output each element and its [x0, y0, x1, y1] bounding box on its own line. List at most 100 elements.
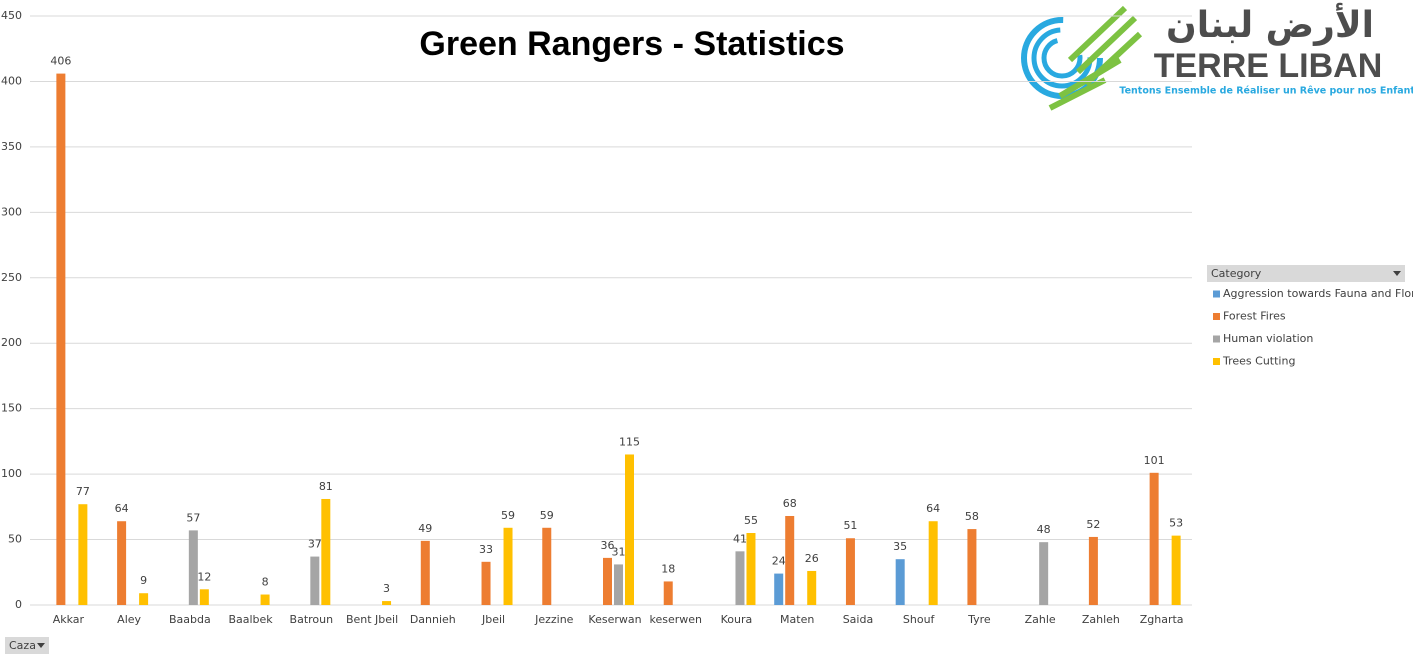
y-tick-label: 50 [8, 533, 22, 546]
field-label: Caza [9, 639, 36, 652]
bar [188, 530, 198, 605]
x-tick-label: Jbeil [481, 613, 505, 626]
bar [895, 559, 905, 605]
bar [774, 573, 784, 605]
x-tick-label: Shouf [903, 613, 936, 626]
data-label: 406 [50, 55, 71, 68]
bar [1039, 542, 1049, 605]
logo-arc [1041, 37, 1083, 79]
data-label: 37 [308, 538, 322, 551]
bar [503, 527, 513, 605]
data-label: 3 [383, 582, 390, 595]
legend-swatch [1213, 313, 1220, 320]
x-tick-label: Baabda [169, 613, 211, 626]
data-label: 81 [319, 480, 333, 493]
bar [420, 540, 430, 605]
x-tick-label: Batroun [290, 613, 334, 626]
bar [785, 515, 795, 605]
legend-swatch [1213, 335, 1220, 343]
y-tick-label: 450 [1, 9, 22, 22]
data-label: 41 [733, 532, 747, 545]
data-label: 12 [197, 570, 211, 583]
x-tick-label: Zahle [1025, 613, 1056, 626]
data-label: 59 [540, 509, 554, 522]
bar [321, 498, 331, 605]
field-button[interactable] [5, 637, 49, 654]
bar [1171, 535, 1181, 605]
x-tick-label: Akkar [53, 613, 85, 626]
data-label: 48 [1037, 523, 1051, 536]
y-tick-label: 0 [15, 598, 22, 611]
x-tick-label: Keserwan [588, 613, 641, 626]
data-label: 18 [661, 562, 675, 575]
data-label: 24 [772, 555, 786, 568]
bar [199, 589, 209, 605]
data-label: 57 [186, 511, 200, 524]
bar [1149, 472, 1159, 605]
bar [746, 533, 756, 605]
logo-arabic: الأرض لبنان [1166, 2, 1374, 46]
x-tick-label: Saida [843, 613, 874, 626]
data-label: 64 [115, 502, 129, 515]
x-tick-label: Maten [780, 613, 814, 626]
x-tick-label: Jezzine [534, 613, 574, 626]
logo-name: TERRE LIBAN [1154, 47, 1383, 85]
data-label: 59 [501, 509, 515, 522]
legend-swatch [1213, 290, 1220, 298]
bar [735, 551, 745, 605]
bar [78, 504, 88, 605]
data-label: 64 [926, 502, 940, 515]
legend-label: Trees Cutting [1222, 355, 1295, 368]
y-tick-label: 300 [1, 205, 22, 218]
bar [117, 521, 127, 605]
bar [663, 581, 673, 605]
data-label: 35 [893, 540, 907, 553]
data-label: 51 [843, 519, 857, 532]
data-label: 31 [612, 545, 626, 558]
bar [382, 601, 392, 605]
data-label: 115 [619, 435, 640, 448]
data-label: 68 [783, 497, 797, 510]
x-tick-label: Tyre [967, 613, 991, 626]
data-label: 33 [479, 543, 493, 556]
x-tick-label: Aley [117, 613, 141, 626]
dropdown-arrow [1393, 271, 1401, 276]
legend-header[interactable] [1207, 265, 1405, 282]
x-tick-label: keserwen [649, 613, 702, 626]
logo-leaf [1048, 5, 1143, 111]
bar [1088, 536, 1098, 605]
data-label: 26 [805, 552, 819, 565]
bar [603, 557, 612, 605]
bar [481, 561, 491, 605]
bar [967, 529, 977, 605]
legend-swatch [1213, 358, 1220, 365]
bar [928, 521, 938, 605]
data-label: 53 [1169, 517, 1183, 530]
x-tick-label: Zahleh [1082, 613, 1120, 626]
data-label: 52 [1086, 518, 1100, 531]
x-tick-label: Zgharta [1140, 613, 1184, 626]
x-tick-label: Dannieh [410, 613, 456, 626]
y-tick-label: 100 [1, 467, 22, 480]
bar [139, 593, 149, 605]
chart-title: Green Rangers - Statistics [419, 25, 844, 63]
data-label: 58 [965, 510, 979, 523]
bar [614, 564, 623, 605]
bar [56, 73, 66, 605]
bar [845, 538, 855, 605]
y-tick-label: 350 [1, 140, 22, 153]
legend-label: Human violation [1223, 332, 1313, 345]
y-tick-label: 150 [1, 402, 22, 415]
legend-label: Forest Fires [1223, 310, 1286, 323]
data-label: 49 [418, 522, 432, 535]
logo: الأرض لبنان TERRE LIBAN Tentons Ensemble… [1021, 2, 1413, 111]
y-tick-label: 250 [1, 271, 22, 284]
y-tick-label: 200 [1, 336, 22, 349]
bar [807, 570, 817, 605]
x-tick-label: Bent Jbeil [346, 613, 398, 626]
legend-title: Category [1211, 267, 1262, 280]
data-label: 8 [262, 576, 269, 589]
data-label: 9 [140, 574, 147, 587]
